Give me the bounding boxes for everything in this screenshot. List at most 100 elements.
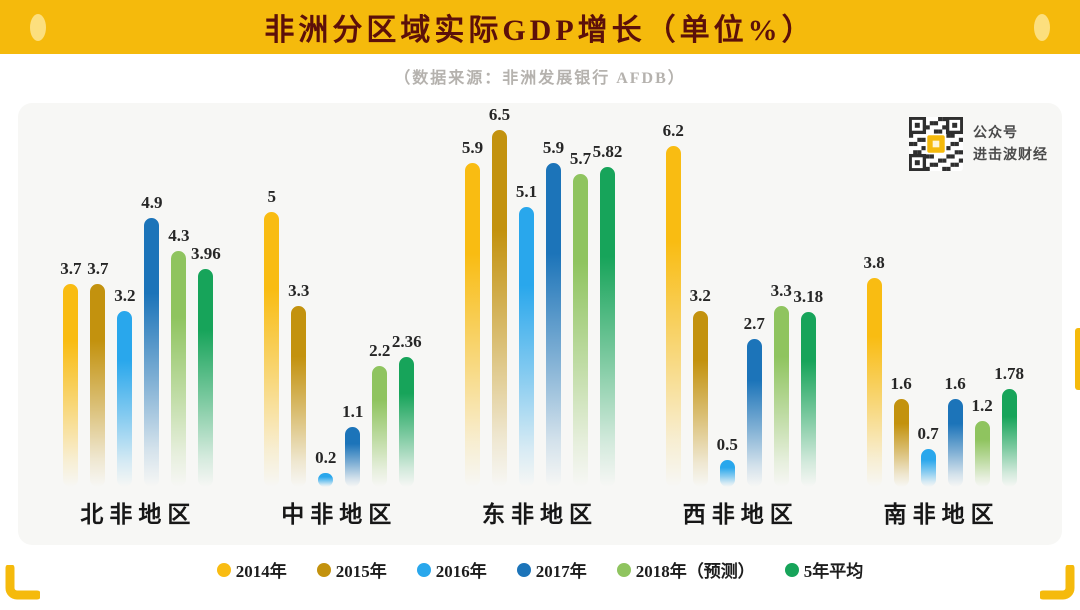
bar-2015年-西非地区 bbox=[692, 311, 708, 487]
chart-card: 公众号 进击波财经 3.7 3.7 3.2 4.9 4.3 3.96 5 3.3 0.2 1.1 2… bbox=[18, 103, 1062, 545]
qr-code-icon bbox=[908, 116, 964, 172]
bar-value-label: 3.18 bbox=[793, 287, 824, 307]
bar-value-label: 3.7 bbox=[87, 258, 109, 278]
bar-chart: 3.7 3.7 3.2 4.9 4.3 3.96 5 3.3 0.2 1.1 2.2 2.36 5.9 6… bbox=[38, 103, 1042, 487]
bar-2014年-东非地区 bbox=[464, 162, 480, 487]
bar-value-label: 3.8 bbox=[863, 253, 885, 272]
bar-value-label: 1.6 bbox=[890, 374, 912, 393]
banner-oval-left-decoration bbox=[30, 14, 46, 41]
bar-value-label: 5.1 bbox=[515, 181, 538, 201]
bar-2015年-北非地区 bbox=[90, 283, 106, 487]
bar-slot: 3.18 bbox=[793, 287, 823, 487]
right-edge-accent-decoration bbox=[1075, 328, 1080, 390]
bar-value-label: 6.5 bbox=[488, 104, 511, 124]
bar-value-label: 3.3 bbox=[770, 280, 792, 300]
bar-2017年-东非地区 bbox=[545, 162, 561, 487]
bar-value-label: 5.9 bbox=[461, 137, 484, 157]
bar-group-南非地区: 3.8 1.6 0.7 1.6 1.2 1.78 bbox=[861, 253, 1024, 487]
bar-value-label: 0.5 bbox=[716, 434, 738, 454]
corner-bracket-bottom-right-decoration bbox=[1038, 563, 1076, 606]
legend-label: 2017年 bbox=[535, 562, 587, 581]
legend-item-2015年: 2015年 bbox=[316, 557, 387, 582]
wechat-account-label: 公众号 进击波财经 bbox=[973, 122, 1048, 165]
bar-5年平均-东非地区 bbox=[599, 166, 615, 487]
bar-slot: 0.7 bbox=[917, 424, 939, 487]
bar-slot: 5.9 bbox=[543, 138, 564, 487]
legend-label: 2016年 bbox=[435, 562, 487, 581]
bar-value-label: 6.2 bbox=[662, 121, 684, 140]
bar-value-label: 5.82 bbox=[592, 141, 623, 161]
legend-dot-icon bbox=[784, 562, 799, 577]
bar-2016年-南非地区 bbox=[920, 448, 936, 487]
bar-2018年（预测）-北非地区 bbox=[171, 250, 187, 487]
bar-5年平均-南非地区 bbox=[1001, 389, 1017, 487]
category-label-北非地区: 北非地区 bbox=[80, 502, 197, 527]
bar-slot: 0.5 bbox=[717, 435, 738, 487]
bar-slot: 0.2 bbox=[315, 448, 336, 487]
bar-slot: 3.2 bbox=[114, 286, 136, 487]
bar-5年平均-中非地区 bbox=[399, 357, 415, 487]
bar-2016年-中非地区 bbox=[318, 473, 334, 487]
bar-slot: 1.1 bbox=[342, 402, 363, 487]
legend-label: 2014年 bbox=[235, 562, 287, 581]
bar-slot: 5.7 bbox=[570, 149, 591, 487]
bar-2016年-北非地区 bbox=[117, 311, 133, 487]
bar-slot: 5 bbox=[264, 187, 280, 487]
bar-2018年（预测）-东非地区 bbox=[572, 173, 588, 487]
bar-slot: 3.3 bbox=[771, 281, 792, 487]
bar-slot: 1.6 bbox=[944, 374, 966, 487]
category-label-南非地区: 南非地区 bbox=[883, 502, 1000, 527]
bar-2017年-南非地区 bbox=[947, 399, 963, 487]
bar-2014年-西非地区 bbox=[665, 146, 681, 487]
legend-label: 2018年（预测） bbox=[635, 562, 755, 581]
bar-group-中非地区: 5 3.3 0.2 1.1 2.2 2.36 bbox=[258, 187, 422, 487]
bar-value-label: 1.78 bbox=[994, 364, 1024, 384]
bar-value-label: 2.2 bbox=[369, 341, 391, 360]
legend-dot-icon bbox=[316, 562, 331, 577]
bar-value-label: 5.9 bbox=[542, 137, 565, 157]
bar-2015年-南非地区 bbox=[893, 399, 909, 487]
legend-dot-icon bbox=[516, 562, 531, 577]
bar-value-label: 3.2 bbox=[689, 286, 711, 305]
bar-slot: 1.78 bbox=[994, 364, 1024, 487]
bar-slot: 2.2 bbox=[369, 341, 390, 487]
bar-2016年-东非地区 bbox=[518, 206, 534, 487]
bar-2017年-西非地区 bbox=[746, 338, 762, 487]
category-label-西非地区: 西非地区 bbox=[682, 502, 799, 527]
bar-2014年-中非地区 bbox=[264, 212, 280, 487]
category-label-东非地区: 东非地区 bbox=[481, 502, 598, 527]
bar-value-label: 5.7 bbox=[569, 148, 592, 168]
bar-slot: 4.3 bbox=[168, 226, 190, 487]
legend-dot-icon bbox=[616, 562, 631, 577]
bar-2018年（预测）-中非地区 bbox=[372, 366, 388, 487]
wechat-account-block: 公众号 进击波财经 bbox=[908, 116, 1048, 172]
bar-slot: 1.6 bbox=[890, 374, 912, 487]
bar-slot: 5.82 bbox=[593, 142, 622, 487]
bar-slot: 3.3 bbox=[288, 281, 309, 487]
corner-bracket-bottom-left-decoration bbox=[4, 563, 42, 606]
bar-2017年-北非地区 bbox=[144, 217, 160, 487]
bar-5年平均-北非地区 bbox=[198, 269, 214, 487]
bar-slot: 6.5 bbox=[489, 105, 510, 487]
bar-2016年-西非地区 bbox=[719, 459, 735, 487]
bar-value-label: 3.2 bbox=[114, 286, 136, 305]
legend-label: 5年平均 bbox=[803, 562, 864, 581]
bar-value-label: 2.36 bbox=[391, 332, 422, 352]
legend-item-2016年: 2016年 bbox=[416, 557, 487, 582]
bar-2018年（预测）-西非地区 bbox=[773, 305, 789, 487]
bar-2015年-中非地区 bbox=[291, 305, 307, 487]
bar-slot: 3.7 bbox=[87, 259, 109, 487]
bar-value-label: 4.9 bbox=[141, 192, 163, 212]
bar-2014年-南非地区 bbox=[866, 278, 882, 487]
bar-slot: 4.9 bbox=[141, 193, 163, 487]
bar-value-label: 1.1 bbox=[342, 401, 364, 421]
bar-slot: 2.36 bbox=[392, 332, 422, 487]
bar-value-label: 3.3 bbox=[288, 280, 310, 300]
bar-2014年-北非地区 bbox=[63, 283, 79, 487]
category-labels-row: 北非地区 中非地区 东非地区 西非地区 南非地区 bbox=[38, 495, 1042, 529]
wechat-account-line1: 公众号 bbox=[973, 124, 1018, 141]
legend-dot-icon bbox=[416, 562, 431, 577]
wechat-account-line2: 进击波财经 bbox=[973, 146, 1048, 162]
bar-value-label: 5 bbox=[267, 187, 276, 206]
